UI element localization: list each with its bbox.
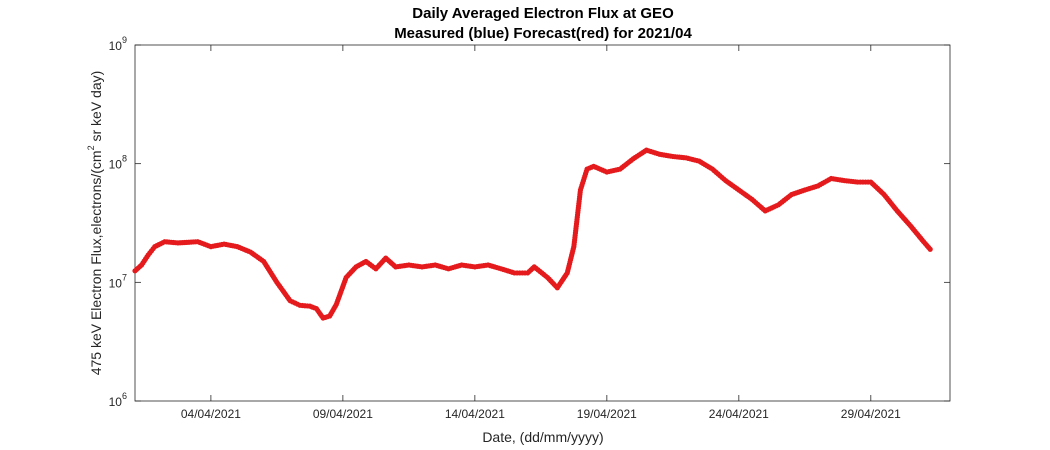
x-axis: 04/04/2021 09/04/2021 14/04/2021 19/04/2021… — [181, 45, 901, 421]
data-point — [927, 246, 933, 252]
x-axis-label: Date, (dd/mm/yyyy) — [482, 429, 603, 445]
y-tick-base: 10 — [109, 395, 123, 409]
y-tick-exponent: 7 — [122, 272, 127, 282]
y-tick-exponent: 6 — [122, 391, 127, 401]
plot-frame — [134, 44, 951, 402]
y-axis-label-main: 475 keV Electron Flux,electrons/(cm — [88, 150, 104, 375]
x-tick-label: 19/04/2021 — [577, 407, 637, 421]
y-axis-label-tail: sr keV day) — [88, 71, 104, 146]
y-axis-label-sup: 2 — [86, 145, 96, 150]
y-tick-label: 106 — [109, 391, 127, 409]
y-axis-label: 475 keV Electron Flux,electrons/(cm2 sr … — [86, 71, 104, 376]
chart-title: Daily Averaged Electron Flux at GEO — [412, 5, 674, 22]
y-tick-label: 107 — [109, 272, 127, 290]
y-tick-label: 109 — [109, 35, 127, 53]
y-tick-base: 10 — [109, 158, 123, 172]
x-tick-label: 09/04/2021 — [313, 407, 373, 421]
y-tick-base: 10 — [109, 39, 123, 53]
chart-subtitle: Measured (blue) Forecast(red) for 2021/0… — [394, 25, 692, 42]
x-tick-label: 04/04/2021 — [181, 407, 241, 421]
x-tick-label: 14/04/2021 — [445, 407, 505, 421]
y-tick-exponent: 9 — [122, 35, 127, 45]
data-points — [132, 147, 933, 321]
y-tick-exponent: 8 — [122, 154, 127, 164]
x-tick-label: 29/04/2021 — [841, 407, 901, 421]
y-tick-label: 108 — [109, 154, 127, 172]
x-tick-label: 24/04/2021 — [709, 407, 769, 421]
y-tick-base: 10 — [109, 276, 123, 290]
